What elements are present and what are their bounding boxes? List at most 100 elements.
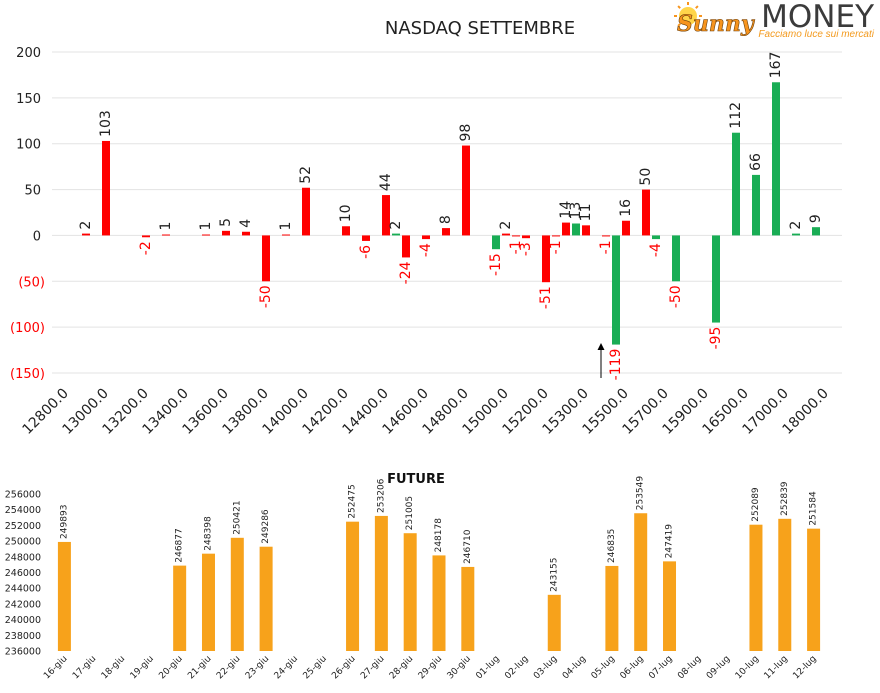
nasdaq-value-label: 9 — [808, 214, 824, 223]
nasdaq-bar — [502, 233, 510, 236]
nasdaq-value-label: -15 — [488, 253, 504, 276]
nasdaq-bar — [492, 235, 500, 250]
nasdaq-value-label: -50 — [258, 285, 274, 308]
future-value-label: 252475 — [348, 484, 358, 518]
nasdaq-y-tick-label: 200 — [16, 46, 41, 61]
future-y-tick-label: 242000 — [5, 599, 41, 610]
nasdaq-y-tick-label: 100 — [16, 138, 41, 153]
future-x-tick-label: 03-lug — [532, 654, 559, 681]
future-x-tick-label: 06-lug — [619, 654, 646, 681]
nasdaq-value-label: -119 — [608, 349, 624, 381]
future-chart-title: FUTURE — [387, 472, 445, 487]
future-y-tick-label: 236000 — [5, 647, 41, 658]
future-value-label: 246835 — [607, 529, 617, 563]
nasdaq-value-label: 2 — [788, 221, 804, 230]
future-y-tick-label: 256000 — [5, 490, 41, 501]
nasdaq-y-tick-label: (50) — [18, 275, 45, 290]
future-x-tick-label: 17-giu — [71, 654, 98, 681]
nasdaq-value-label: -95 — [708, 327, 724, 350]
future-x-tick-label: 11-lug — [763, 654, 790, 681]
nasdaq-bar — [732, 132, 740, 236]
sun-disc — [679, 7, 697, 25]
future-bar — [259, 546, 273, 651]
nasdaq-value-label: -4 — [418, 243, 434, 257]
nasdaq-value-label: 1 — [198, 222, 214, 231]
future-bar — [403, 533, 417, 651]
nasdaq-bar — [442, 228, 450, 236]
nasdaq-y-axis: 200 150 100 50 0 (50) (100) (150) — [10, 46, 45, 382]
future-value-label: 253549 — [636, 476, 646, 511]
future-value-label: 246710 — [463, 529, 473, 564]
future-value-label: 251005 — [405, 496, 415, 530]
nasdaq-chart-title: NASDAQ SETTEMBRE — [385, 18, 575, 39]
future-chart: FUTURE 256000 254000 252000 250000 248000 246… — [5, 472, 821, 681]
nasdaq-bar — [552, 235, 560, 237]
nasdaq-value-label: 14 — [558, 201, 574, 219]
future-bar — [634, 513, 648, 651]
sun-icon — [674, 2, 702, 30]
future-y-tick-label: 254000 — [5, 505, 41, 516]
nasdaq-value-label: 44 — [378, 173, 394, 191]
nasdaq-bar — [612, 235, 620, 345]
future-x-tick-label: 01-lug — [474, 654, 501, 681]
logo-tagline: Facciamo luce sui mercati — [758, 29, 874, 40]
future-x-tick-label: 19-giu — [129, 654, 156, 681]
nasdaq-bar — [562, 222, 570, 236]
nasdaq-bar — [512, 235, 520, 237]
nasdaq-value-label: 2 — [388, 221, 404, 230]
nasdaq-value-label: 66 — [748, 153, 764, 171]
nasdaq-bars — [82, 82, 820, 345]
nasdaq-bar — [262, 235, 270, 282]
future-x-tick-label: 30-giu — [446, 654, 473, 681]
future-x-tick-label: 27-giu — [359, 654, 386, 681]
nasdaq-bar — [282, 234, 290, 236]
future-x-tick-label: 10-lug — [734, 654, 761, 681]
nasdaq-y-tick-label: 0 — [33, 229, 41, 244]
nasdaq-bar — [82, 233, 90, 236]
nasdaq-value-label: 8 — [438, 215, 454, 224]
nasdaq-bar — [712, 235, 720, 323]
arrow-head — [597, 343, 605, 350]
future-bar — [346, 521, 360, 651]
nasdaq-y-tick-label: (150) — [10, 367, 45, 382]
nasdaq-value-label: 2 — [498, 221, 514, 230]
future-bar — [663, 561, 677, 651]
nasdaq-value-label: 16 — [618, 199, 634, 217]
future-x-tick-label: 23-giu — [244, 654, 271, 681]
nasdaq-bar — [422, 235, 430, 240]
nasdaq-value-label: 11 — [578, 204, 594, 222]
nasdaq-bar — [142, 235, 150, 238]
nasdaq-bar — [402, 235, 410, 258]
future-bar — [547, 594, 561, 651]
future-value-label: 249893 — [59, 505, 69, 539]
nasdaq-bar — [602, 235, 610, 237]
future-bar — [749, 524, 763, 651]
nasdaq-gridlines — [52, 51, 842, 374]
nasdaq-bar — [382, 195, 390, 236]
future-y-axis: 256000 254000 252000 250000 248000 246000 2440… — [5, 490, 41, 658]
future-bar — [605, 565, 619, 651]
future-bar — [807, 528, 821, 651]
future-x-tick-label: 16-giu — [42, 654, 69, 681]
future-x-axis: 16-giu 17-giu 18-giu 19-giu 20-giu 21-giu 22-g… — [42, 654, 818, 681]
nasdaq-bar — [162, 234, 170, 236]
sun-ray — [695, 5, 699, 9]
nasdaq-bar — [362, 235, 370, 241]
nasdaq-bar — [242, 231, 250, 236]
nasdaq-bar — [462, 145, 470, 236]
nasdaq-value-label: -4 — [648, 243, 664, 257]
nasdaq-bar — [222, 230, 230, 236]
future-x-tick-label: 18-giu — [100, 654, 127, 681]
nasdaq-x-axis: 12800.013000.013200.013400.013600.013800… — [20, 386, 832, 438]
nasdaq-bar — [752, 174, 760, 236]
future-bar — [230, 537, 244, 651]
future-bar — [201, 553, 215, 651]
future-x-tick-label: 26-giu — [330, 654, 357, 681]
nasdaq-value-label: 4 — [238, 219, 254, 228]
nasdaq-y-tick-label: 150 — [16, 92, 41, 107]
future-value-labels: 249893 246877 248398 250421 249286 252475 2532… — [59, 476, 818, 592]
logo-brand-word: MONEY — [761, 0, 874, 35]
future-y-tick-label: 246000 — [5, 568, 41, 579]
nasdaq-value-label: -1 — [508, 240, 524, 254]
